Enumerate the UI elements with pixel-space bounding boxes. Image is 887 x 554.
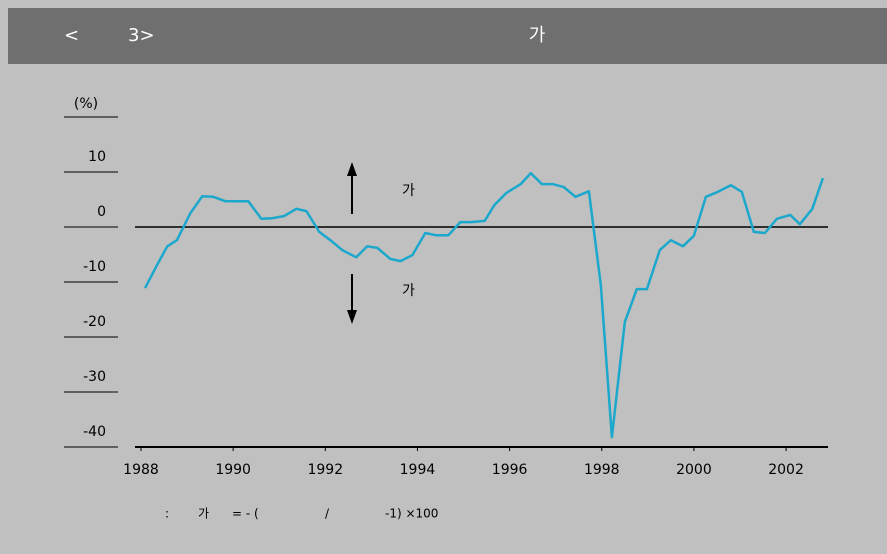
x-tick-label: 1994 <box>400 462 436 478</box>
y-tick-label: 0 <box>97 204 106 220</box>
y-tick-label: -30 <box>83 369 106 385</box>
x-tick-label: 2000 <box>676 462 712 478</box>
data-line <box>143 171 825 439</box>
footnote: -1) ×100 <box>385 507 438 521</box>
annotation: 가 <box>402 183 415 199</box>
y-tick-label: -10 <box>83 259 106 275</box>
x-tick-label: 1996 <box>492 462 528 478</box>
x-tick-label: 1992 <box>307 462 343 478</box>
header-left: < <box>64 25 79 46</box>
x-tick-label: 1988 <box>123 462 159 478</box>
y-tick-label: 10 <box>88 149 106 165</box>
y-tick-label: -40 <box>83 424 106 440</box>
arrow-up-head <box>347 162 357 176</box>
header-bar <box>8 8 887 64</box>
x-tick-label: 2002 <box>768 462 804 478</box>
footnote: / <box>325 507 330 521</box>
y-axis-label: (%) <box>74 96 98 112</box>
footnote: = - ( <box>232 507 259 521</box>
arrow-down-head <box>347 310 357 324</box>
y-tick-label: -20 <box>83 314 106 330</box>
x-tick-label: 1990 <box>215 462 251 478</box>
footnote: 가 <box>198 507 209 521</box>
footnote: : <box>165 507 169 521</box>
header-title: 가 <box>529 25 546 46</box>
header-number: 3> <box>128 25 155 46</box>
annotation: 가 <box>402 283 415 299</box>
x-tick-label: 1998 <box>584 462 620 478</box>
